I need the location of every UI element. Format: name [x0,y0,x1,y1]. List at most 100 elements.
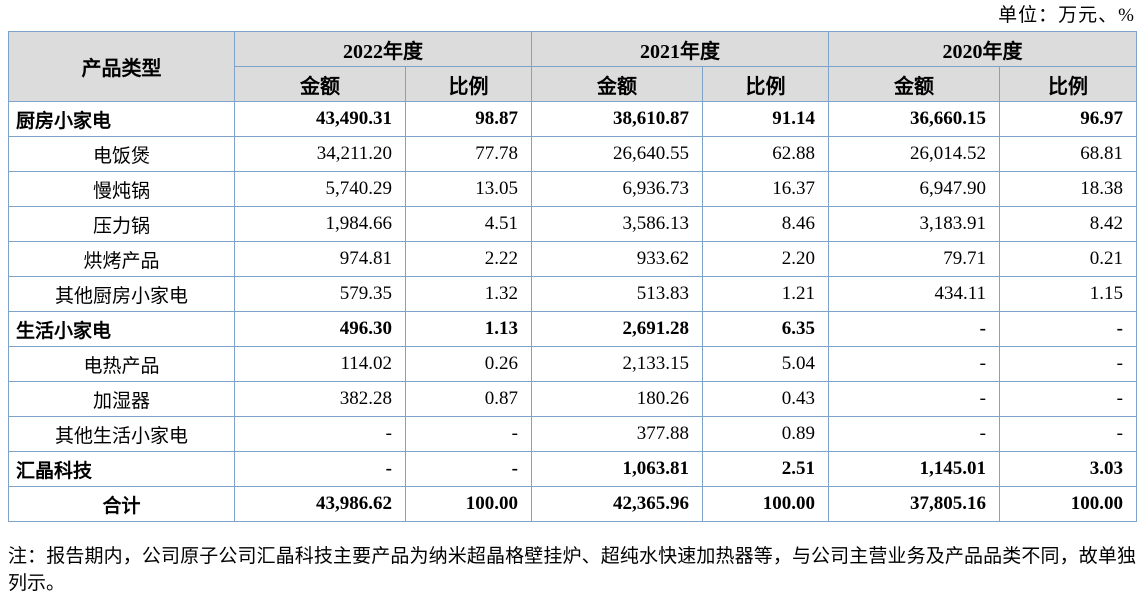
row-label-cell: 慢炖锅 [8,171,235,207]
table-body: 厨房小家电 43,490.31 98.87 38,610.87 91.14 36,660.… [8,101,1137,522]
value-cell: - [999,381,1137,417]
table-row: 合计 43,986.62 100.00 42,365.96 100.00 37,805.1… [8,486,1137,522]
row-label-cell: 汇晶科技 [8,451,235,487]
table-row: 压力锅 1,984.66 4.51 3,586.13 8.46 3,183.91 8.42 [8,206,1137,242]
row-label-cell: 压力锅 [8,206,235,242]
year-header-2022: 2022年度 [234,31,532,67]
value-cell: 79.71 [828,241,1000,277]
value-cell: 0.89 [702,416,829,452]
value-cell: 434.11 [828,276,1000,312]
value-cell: - [405,416,532,452]
table-header: 产品类型 2022年度 2021年度 2020年度 金额 比例 金额 比例 金额… [8,31,1137,102]
value-cell: 382.28 [234,381,406,417]
value-cell: 6,936.73 [531,171,703,207]
value-cell: 974.81 [234,241,406,277]
row-label-cell: 生活小家电 [8,311,235,347]
table-row: 烘烤产品 974.81 2.22 933.62 2.20 79.71 0.21 [8,241,1137,277]
row-label-cell: 烘烤产品 [8,241,235,277]
value-cell: 114.02 [234,346,406,382]
value-cell: 1.32 [405,276,532,312]
value-cell: 36,660.15 [828,101,1000,137]
value-cell: 1.21 [702,276,829,312]
value-cell: 3.03 [999,451,1137,487]
row-label-cell: 其他厨房小家电 [8,276,235,312]
value-cell: 16.37 [702,171,829,207]
value-cell: 6,947.90 [828,171,1000,207]
value-cell: 933.62 [531,241,703,277]
value-cell: 68.81 [999,136,1137,172]
value-cell: 5,740.29 [234,171,406,207]
table-row: 生活小家电 496.30 1.13 2,691.28 6.35- - [8,311,1137,347]
value-cell: 579.35 [234,276,406,312]
value-cell: 2.20 [702,241,829,277]
value-cell: 496.30 [234,311,406,347]
row-label-cell: 电热产品 [8,346,235,382]
value-cell: 0.26 [405,346,532,382]
value-cell: 513.83 [531,276,703,312]
value-cell: 77.78 [405,136,532,172]
year-header-2020: 2020年度 [828,31,1137,67]
row-label-cell: 加湿器 [8,381,235,417]
table-row: 慢炖锅 5,740.29 13.05 6,936.73 16.37 6,947.90 18.… [8,171,1137,207]
value-cell: 3,183.91 [828,206,1000,242]
amount-header-2022: 金额 [234,66,406,102]
value-cell: 26,640.55 [531,136,703,172]
row-label-cell: 电饭煲 [8,136,235,172]
table-row: 其他生活小家电 - -377.88 0.89- - [8,416,1137,452]
value-cell: 5.04 [702,346,829,382]
value-cell: 100.00 [999,486,1137,522]
value-cell: 98.87 [405,101,532,137]
value-cell: 26,014.52 [828,136,1000,172]
value-cell: 18.38 [999,171,1137,207]
amount-header-2020: 金额 [828,66,1000,102]
table-row: 电热产品 114.02 0.26 2,133.15 5.04- - [8,346,1137,382]
value-cell: - [234,416,406,452]
row-label-cell: 厨房小家电 [8,101,235,137]
value-cell: 8.42 [999,206,1137,242]
value-cell: 100.00 [405,486,532,522]
value-cell: 2,691.28 [531,311,703,347]
value-cell: 1.13 [405,311,532,347]
table-row: 加湿器 382.28 0.87 180.26 0.43- - [8,381,1137,417]
product-type-header: 产品类型 [8,31,235,102]
table-row: 汇晶科技 - -1,063.81 2.51 1,145.01 3.03 [8,451,1137,487]
value-cell: 34,211.20 [234,136,406,172]
value-cell: 2,133.15 [531,346,703,382]
value-cell: 100.00 [702,486,829,522]
value-cell: 4.51 [405,206,532,242]
value-cell: 0.21 [999,241,1137,277]
value-cell: 2.51 [702,451,829,487]
value-cell: - [828,311,1000,347]
value-cell: 0.87 [405,381,532,417]
product-revenue-table: 产品类型 2022年度 2021年度 2020年度 金额 比例 金额 比例 金额… [8,31,1137,522]
ratio-header-2022: 比例 [405,66,532,102]
header-row-years: 产品类型 2022年度 2021年度 2020年度 [8,31,1137,102]
ratio-header-2020: 比例 [999,66,1137,102]
value-cell: 2.22 [405,241,532,277]
ratio-header-2021: 比例 [702,66,829,102]
table-row: 电饭煲 34,211.20 77.78 26,640.55 62.88 26,014.52… [8,136,1137,172]
value-cell: 37,805.16 [828,486,1000,522]
value-cell: 1.15 [999,276,1137,312]
value-cell: 96.97 [999,101,1137,137]
value-cell: - [828,381,1000,417]
value-cell: 62.88 [702,136,829,172]
year-header-2021: 2021年度 [531,31,829,67]
value-cell: - [405,451,532,487]
row-label-cell: 合计 [8,486,235,522]
value-cell: 0.43 [702,381,829,417]
value-cell: 38,610.87 [531,101,703,137]
value-cell: 43,986.62 [234,486,406,522]
value-cell: 1,984.66 [234,206,406,242]
value-cell: - [828,416,1000,452]
value-cell: 1,063.81 [531,451,703,487]
value-cell: - [828,346,1000,382]
value-cell: 180.26 [531,381,703,417]
value-cell: - [999,346,1137,382]
value-cell: 43,490.31 [234,101,406,137]
table-row: 厨房小家电 43,490.31 98.87 38,610.87 91.14 36,660.… [8,101,1137,137]
amount-header-2021: 金额 [531,66,703,102]
value-cell: - [234,451,406,487]
value-cell: 91.14 [702,101,829,137]
unit-label: 单位：万元、% [998,5,1135,26]
